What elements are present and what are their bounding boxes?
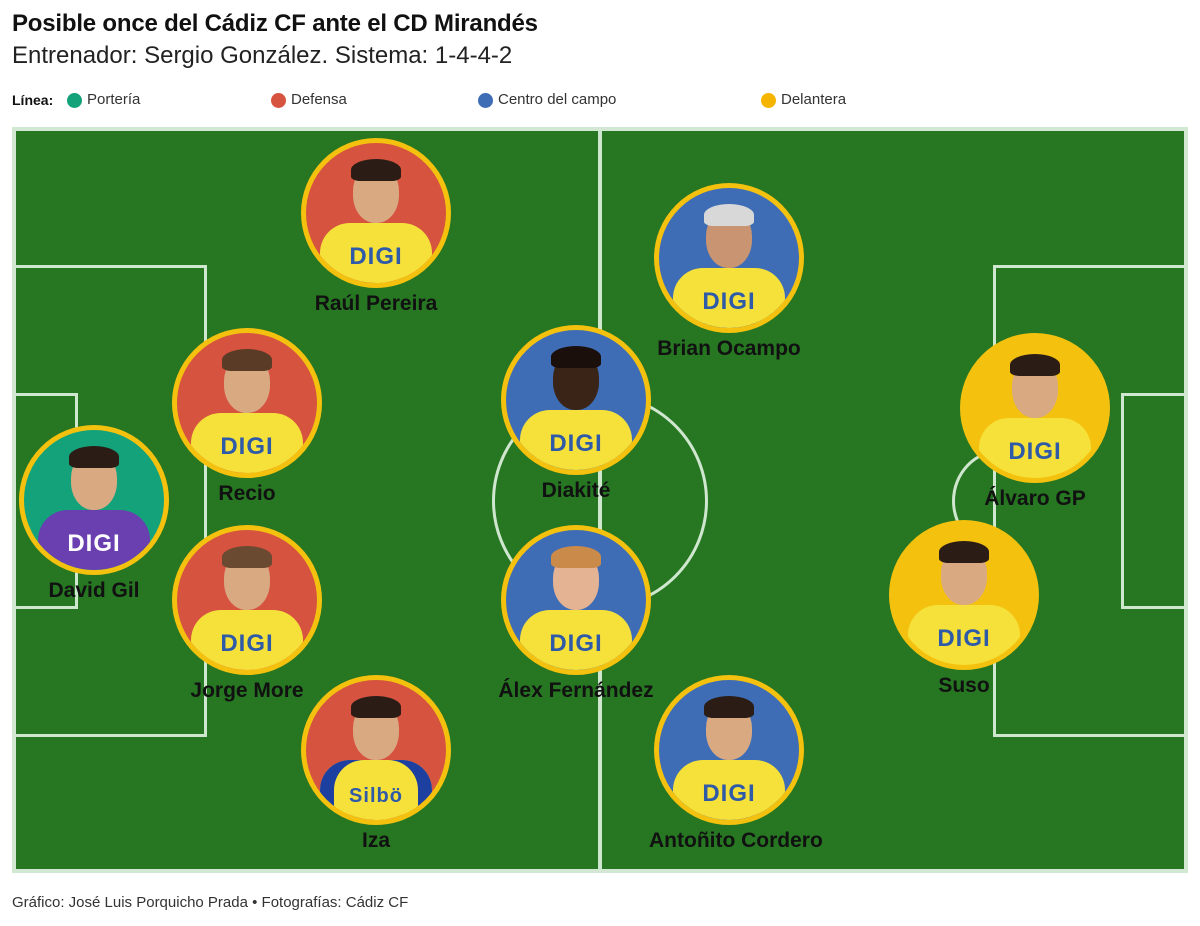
- legend-item-label: Portería: [87, 91, 141, 108]
- player-iza[interactable]: Silbö Iza: [296, 675, 456, 853]
- player-name: Iza: [361, 829, 390, 852]
- credit-footer: Gráfico: José Luis Porquicho Prada • Fot…: [12, 894, 409, 911]
- legend-dot-defensa-icon: [271, 92, 286, 108]
- legend-item-centro: Centro del campo: [478, 90, 616, 110]
- player-suso[interactable]: DIGI Suso: [884, 520, 1044, 698]
- player-alvaro-gp[interactable]: DIGI Álvaro GP: [955, 333, 1115, 511]
- legend-dot-centro-icon: [478, 92, 493, 108]
- player-name: Recio: [218, 482, 276, 505]
- player-name: Jorge More: [190, 679, 304, 702]
- player-photo: DIGI: [501, 325, 651, 475]
- player-photo: DIGI: [501, 525, 651, 675]
- legend-dot-delantera-icon: [761, 92, 776, 108]
- player-name: Suso: [938, 674, 990, 697]
- player-photo: DIGI: [889, 520, 1039, 670]
- player-photo: DIGI: [654, 183, 804, 333]
- player-recio[interactable]: DIGI Recio: [167, 328, 327, 506]
- player-photo: DIGI: [960, 333, 1110, 483]
- player-jorge-more[interactable]: DIGI Jorge More: [167, 525, 327, 703]
- player-david-gil[interactable]: DIGI David Gil: [14, 425, 174, 603]
- legend-item-label: Centro del campo: [498, 91, 617, 108]
- player-brian-ocampo[interactable]: DIGI Brian Ocampo: [649, 183, 809, 361]
- left-penalty-area: [16, 265, 207, 737]
- player-raul-pereira[interactable]: DIGI Raúl Pereira: [296, 138, 456, 316]
- player-name: Raúl Pereira: [314, 292, 438, 315]
- player-photo: DIGI: [19, 425, 169, 575]
- legend: Línea: Portería Defensa Centro del campo…: [12, 90, 1192, 110]
- legend-dot-porteria-icon: [67, 92, 82, 108]
- player-alex-fernandez[interactable]: DIGI Álex Fernández: [496, 525, 656, 703]
- chart-subtitle: Entrenador: Sergio González. Sistema: 1-…: [12, 42, 513, 69]
- player-name: David Gil: [48, 579, 140, 602]
- player-photo: Silbö: [301, 675, 451, 825]
- player-antonito-cordero[interactable]: DIGI Antoñito Cordero: [649, 675, 823, 853]
- player-photo: DIGI: [172, 525, 322, 675]
- player-name: Brian Ocampo: [657, 337, 801, 360]
- pitch: [16, 131, 1184, 869]
- player-name: Diakité: [541, 479, 611, 502]
- pitch-border: [12, 127, 1188, 873]
- player-photo: DIGI: [301, 138, 451, 288]
- legend-item-label: Delantera: [781, 91, 847, 108]
- right-penalty-area: [993, 265, 1184, 737]
- right-goal-area: [1121, 393, 1184, 609]
- player-photo: DIGI: [654, 675, 804, 825]
- player-diakite[interactable]: DIGI Diakité: [496, 325, 656, 503]
- legend-item-delantera: Delantera: [761, 90, 846, 110]
- legend-item-porteria: Portería: [67, 90, 140, 110]
- player-name: Álvaro GP: [984, 487, 1086, 510]
- legend-label: Línea:: [12, 92, 54, 108]
- legend-item-label: Defensa: [291, 91, 347, 108]
- chart-title: Posible once del Cádiz CF ante el CD Mir…: [12, 10, 538, 37]
- player-name: Álex Fernández: [498, 679, 654, 702]
- player-photo: DIGI: [172, 328, 322, 478]
- player-name: Antoñito Cordero: [649, 829, 823, 852]
- legend-item-defensa: Defensa: [271, 90, 347, 110]
